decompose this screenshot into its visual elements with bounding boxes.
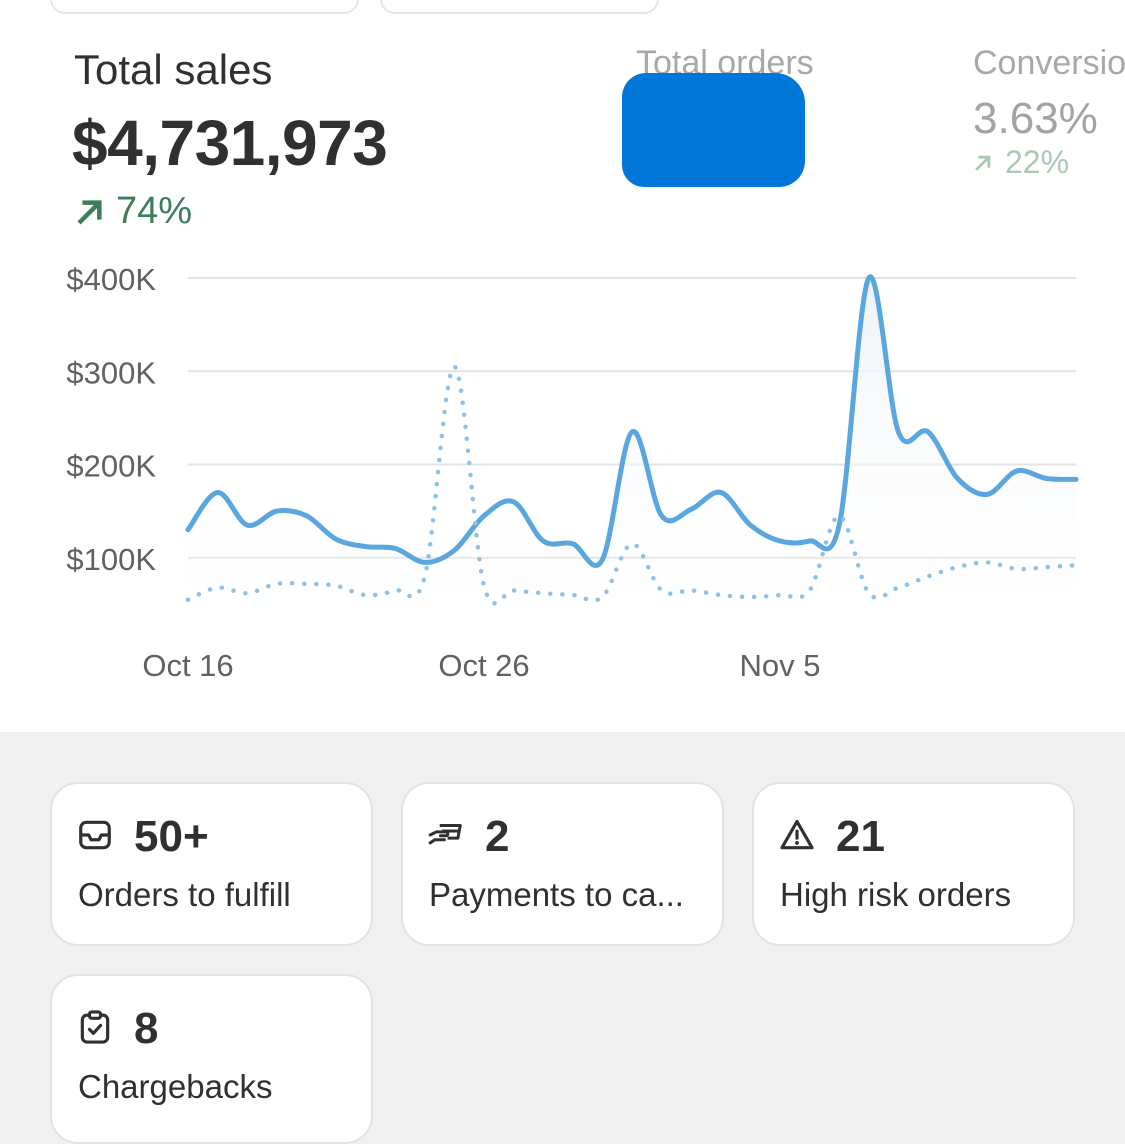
payment-hand-icon: [428, 823, 462, 845]
comparison-period-line: [185, 364, 1079, 606]
orders-to-fulfill-card[interactable]: 50+ Orders to fulfill: [50, 782, 373, 946]
x-tick-label: Oct 26: [438, 648, 529, 683]
total-sales-trend: 74%: [74, 190, 192, 233]
x-tick-label: Oct 16: [142, 648, 233, 683]
total-sales-label[interactable]: Total sales: [74, 46, 273, 93]
card-value: 50+: [134, 812, 209, 861]
card-value: 21: [836, 812, 885, 861]
total-sales-value: $4,731,973: [72, 107, 388, 179]
clipboard-check-icon: [80, 1010, 110, 1044]
comparison-range-button[interactable]: [380, 0, 659, 14]
high-risk-orders-card[interactable]: 21 High risk orders: [752, 782, 1075, 946]
y-tick-label: $200K: [66, 449, 156, 484]
x-tick-label: Nov 5: [740, 648, 821, 683]
inbox-icon: [79, 820, 111, 850]
card-value: 2: [485, 812, 510, 861]
conversion-value: 3.63%: [973, 94, 1098, 143]
warning-icon: [780, 819, 814, 850]
card-label: Chargebacks: [78, 1068, 273, 1105]
sales-line-chart[interactable]: $400K $300K $200K $100K Oct 16 Oct 26 Nov 5: [0, 240, 1125, 700]
conversion-label: Conversion rate: [973, 44, 1125, 82]
conversion-change: 22%: [1005, 144, 1070, 180]
chargebacks-card[interactable]: 8 Chargebacks: [50, 974, 373, 1144]
payments-to-capture-card[interactable]: 2 Payments to ca...: [401, 782, 724, 946]
arrow-up-right-icon: [975, 155, 991, 171]
card-label: Orders to fulfill: [78, 876, 291, 913]
card-label: High risk orders: [780, 876, 1012, 913]
date-range-button[interactable]: [50, 0, 359, 14]
y-tick-label: $400K: [66, 262, 156, 297]
card-value: 8: [134, 1004, 159, 1053]
y-tick-label: $300K: [66, 355, 156, 390]
current-period-line: [185, 274, 1079, 568]
analytics-panel: Total sales $4,731,973 74% Total orders …: [0, 0, 1125, 732]
arrow-up-right-icon: [77, 199, 102, 225]
redaction-mark: [622, 73, 805, 187]
total-sales-change: 74%: [116, 190, 193, 232]
conversion-metric[interactable]: Conversion rate 3.63% 22%: [973, 44, 1125, 194]
card-label: Payments to ca...: [429, 876, 684, 913]
y-tick-label: $100K: [66, 542, 156, 577]
conversion-trend: 22%: [973, 144, 1069, 181]
